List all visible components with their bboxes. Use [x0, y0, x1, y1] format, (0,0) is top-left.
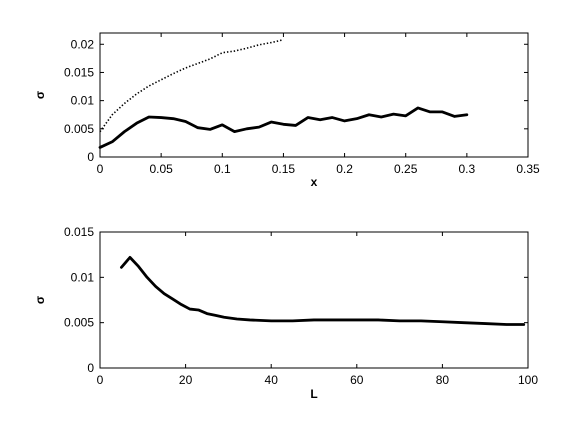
top-chart-y-tick-label: 0.015 — [64, 65, 94, 79]
bottom-chart-panel: 0 20 40 60 80 100 0 0.005 0.01 0.015 L σ — [33, 225, 538, 401]
bottom-chart-x-tick-label: 60 — [350, 373, 364, 387]
top-chart-y-tick-label: 0.01 — [71, 94, 95, 108]
bottom-chart-y-tick-label: 0.01 — [71, 270, 95, 284]
top-chart-x-axis-label: x — [311, 175, 318, 189]
top-chart-series — [98, 38, 469, 149]
top-chart-x-tick-label: 0.05 — [149, 162, 173, 176]
top-chart-x-tick-label: 0.1 — [214, 162, 231, 176]
top-chart-x-tick-label: 0.15 — [272, 162, 296, 176]
top-chart-x-tick-label: 0.35 — [516, 162, 540, 176]
top-chart-y-tick-label: 0 — [87, 150, 94, 164]
bottom-chart-y-tick-label: 0.015 — [64, 225, 94, 239]
top-chart-panel: 0 0.05 0.1 0.15 0.2 0.25 0.3 0.35 0 0.005 0.01 0.01… — [33, 32, 540, 189]
top-chart-series-solid-line — [98, 106, 469, 149]
bottom-chart-x-tick-label: 80 — [436, 373, 450, 387]
top-chart-x-tick-label: 0 — [97, 162, 104, 176]
bottom-chart-x-tick-label: 40 — [265, 373, 279, 387]
bottom-chart-y-tick-label: 0.005 — [64, 316, 94, 330]
top-chart-x-tick-label: 0.3 — [459, 162, 476, 176]
bottom-chart-series — [120, 255, 526, 326]
bottom-chart-x-tick-label: 0 — [97, 373, 104, 387]
top-chart-series-dotted-line — [99, 38, 284, 133]
top-chart-x-tick-label: 0.25 — [394, 162, 418, 176]
top-chart-x-tick-label: 0.2 — [336, 162, 353, 176]
bottom-chart-x-axis-label: L — [310, 387, 317, 401]
bottom-chart-plot-area — [99, 231, 529, 369]
bottom-chart-series-solid-line — [120, 255, 526, 326]
bottom-chart-y-tick-label: 0 — [87, 361, 94, 375]
top-chart-y-axis-label: σ — [33, 91, 47, 99]
bottom-chart-y-axis-label: σ — [33, 296, 47, 304]
top-chart-y-tick-label: 0.005 — [64, 122, 94, 136]
top-chart-ticks: 0 0.05 0.1 0.15 0.2 0.25 0.3 0.35 0 0.005 0.01 0.01… — [64, 33, 540, 176]
top-chart-y-tick-label: 0.02 — [71, 37, 95, 51]
bottom-chart-x-tick-label: 20 — [179, 373, 193, 387]
top-chart-plot-area — [99, 32, 529, 158]
bottom-chart-x-tick-label: 100 — [518, 373, 538, 387]
bottom-chart-ticks: 0 20 40 60 80 100 0 0.005 0.01 0.015 — [64, 225, 538, 387]
